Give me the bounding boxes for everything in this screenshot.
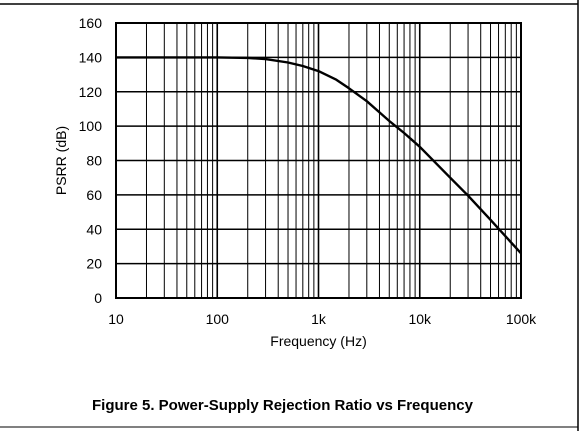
x-tick-label: 10k	[408, 311, 432, 327]
x-tick-label: 10	[108, 311, 124, 327]
y-tick-label: 140	[79, 49, 103, 65]
chart-series	[116, 56, 522, 255]
figure-caption: Figure 5. Power-Supply Rejection Ratio v…	[92, 397, 473, 414]
x-tick-label: 100	[206, 311, 230, 327]
y-tick-label: 60	[86, 187, 102, 203]
tick-labels: 10 100 1k 10k 100k 0 20 40 60 80 100 120 140 160	[79, 15, 538, 327]
y-tick-label: 20	[86, 256, 102, 272]
chart-grid	[115, 22, 522, 299]
x-axis-label: Frequency (Hz)	[270, 333, 366, 349]
psrr-curve	[116, 56, 522, 255]
psrr-chart: 10 100 1k 10k 100k 0 20 40 60 80 100 120 140 160 Freq…	[53, 15, 537, 349]
y-tick-label: 120	[79, 84, 103, 100]
y-tick-label: 160	[79, 15, 103, 31]
y-axis-label: PSRR (dB)	[53, 126, 69, 195]
plot-area-border	[115, 22, 522, 299]
x-tick-label: 1k	[311, 311, 327, 327]
y-tick-label: 0	[94, 290, 102, 306]
y-tick-label: 80	[86, 153, 102, 169]
x-tick-label: 100k	[506, 311, 537, 327]
y-tick-label: 100	[79, 118, 103, 134]
y-tick-label: 40	[86, 221, 102, 237]
